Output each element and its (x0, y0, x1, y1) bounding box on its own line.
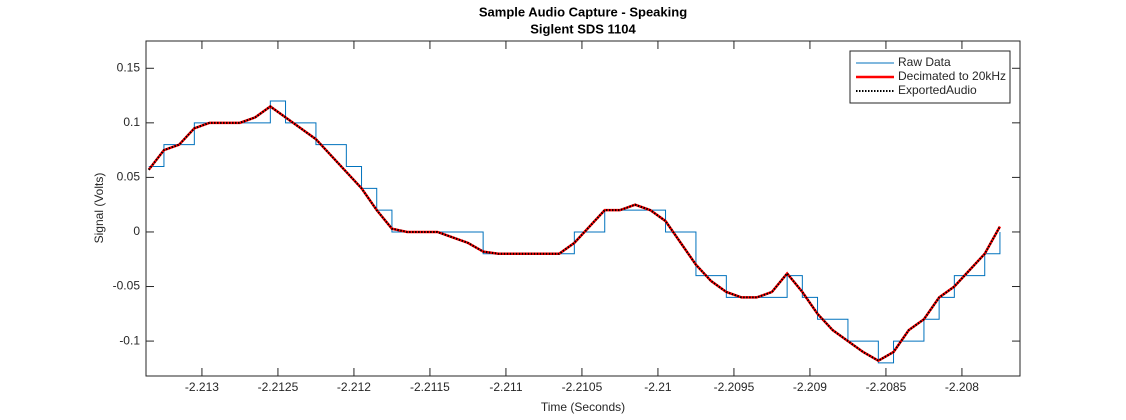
legend-label: ExportedAudio (898, 83, 977, 97)
x-tick-label: -2.21 (644, 380, 672, 394)
y-tick-label: 0.15 (117, 60, 141, 74)
x-tick-label: -2.208 (945, 380, 979, 394)
chart-subtitle: Siglent SDS 1104 (530, 21, 636, 36)
legend-label: Decimated to 20kHz (898, 69, 1006, 83)
x-tick-label: -2.2115 (410, 380, 450, 394)
axes-box (145, 40, 1021, 377)
x-tick-label: -2.213 (185, 380, 219, 394)
y-tick-label: -0.05 (113, 279, 141, 293)
x-tick-label: -2.211 (489, 380, 522, 394)
y-tick-label: 0.05 (117, 170, 141, 184)
x-axis-label: Time (Seconds) (541, 400, 625, 414)
y-tick-label: -0.1 (119, 333, 140, 347)
x-tick-label: -2.212 (337, 380, 371, 394)
y-tick-label: 0 (133, 224, 140, 238)
x-tick-label: -2.2095 (714, 380, 755, 394)
series-line (148, 100, 1001, 364)
legend-label: Raw Data (898, 55, 951, 69)
chart-title: Sample Audio Capture - Speaking (479, 4, 687, 19)
x-tick-label: -2.2125 (258, 380, 299, 394)
x-tick-label: -2.209 (793, 380, 827, 394)
x-tick-label: -2.2105 (562, 380, 603, 394)
x-tick-label: -2.2085 (866, 380, 907, 394)
y-tick-label: 0.1 (123, 115, 140, 129)
series-line (147, 104, 1002, 363)
y-axis-label: Signal (Volts) (92, 173, 106, 244)
